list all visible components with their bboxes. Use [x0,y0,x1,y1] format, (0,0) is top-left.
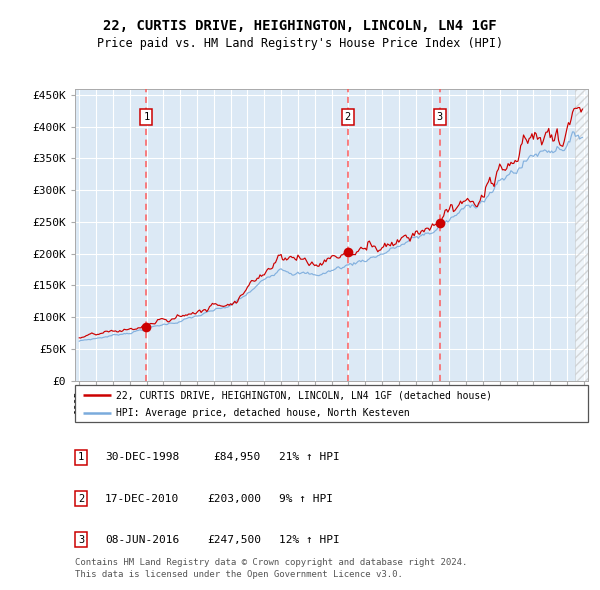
Text: 12% ↑ HPI: 12% ↑ HPI [279,535,340,545]
Text: £84,950: £84,950 [214,453,261,462]
Text: 08-JUN-2016: 08-JUN-2016 [105,535,179,545]
Text: HPI: Average price, detached house, North Kesteven: HPI: Average price, detached house, Nort… [116,408,410,418]
Text: 22, CURTIS DRIVE, HEIGHINGTON, LINCOLN, LN4 1GF: 22, CURTIS DRIVE, HEIGHINGTON, LINCOLN, … [103,19,497,33]
Text: Contains HM Land Registry data © Crown copyright and database right 2024.: Contains HM Land Registry data © Crown c… [75,558,467,567]
Text: 3: 3 [437,112,443,122]
Text: 2: 2 [78,494,84,503]
Text: £203,000: £203,000 [207,494,261,503]
Text: 2: 2 [344,112,351,122]
Text: 1: 1 [143,112,149,122]
Text: 1: 1 [78,453,84,462]
Text: 9% ↑ HPI: 9% ↑ HPI [279,494,333,503]
FancyBboxPatch shape [75,385,588,422]
Text: 17-DEC-2010: 17-DEC-2010 [105,494,179,503]
Bar [575,88,588,381]
Text: This data is licensed under the Open Government Licence v3.0.: This data is licensed under the Open Gov… [75,570,403,579]
Text: £247,500: £247,500 [207,535,261,545]
Text: 21% ↑ HPI: 21% ↑ HPI [279,453,340,462]
Text: 3: 3 [78,535,84,545]
Text: 22, CURTIS DRIVE, HEIGHINGTON, LINCOLN, LN4 1GF (detached house): 22, CURTIS DRIVE, HEIGHINGTON, LINCOLN, … [116,390,492,400]
Text: 30-DEC-1998: 30-DEC-1998 [105,453,179,462]
Text: Price paid vs. HM Land Registry's House Price Index (HPI): Price paid vs. HM Land Registry's House … [97,37,503,50]
